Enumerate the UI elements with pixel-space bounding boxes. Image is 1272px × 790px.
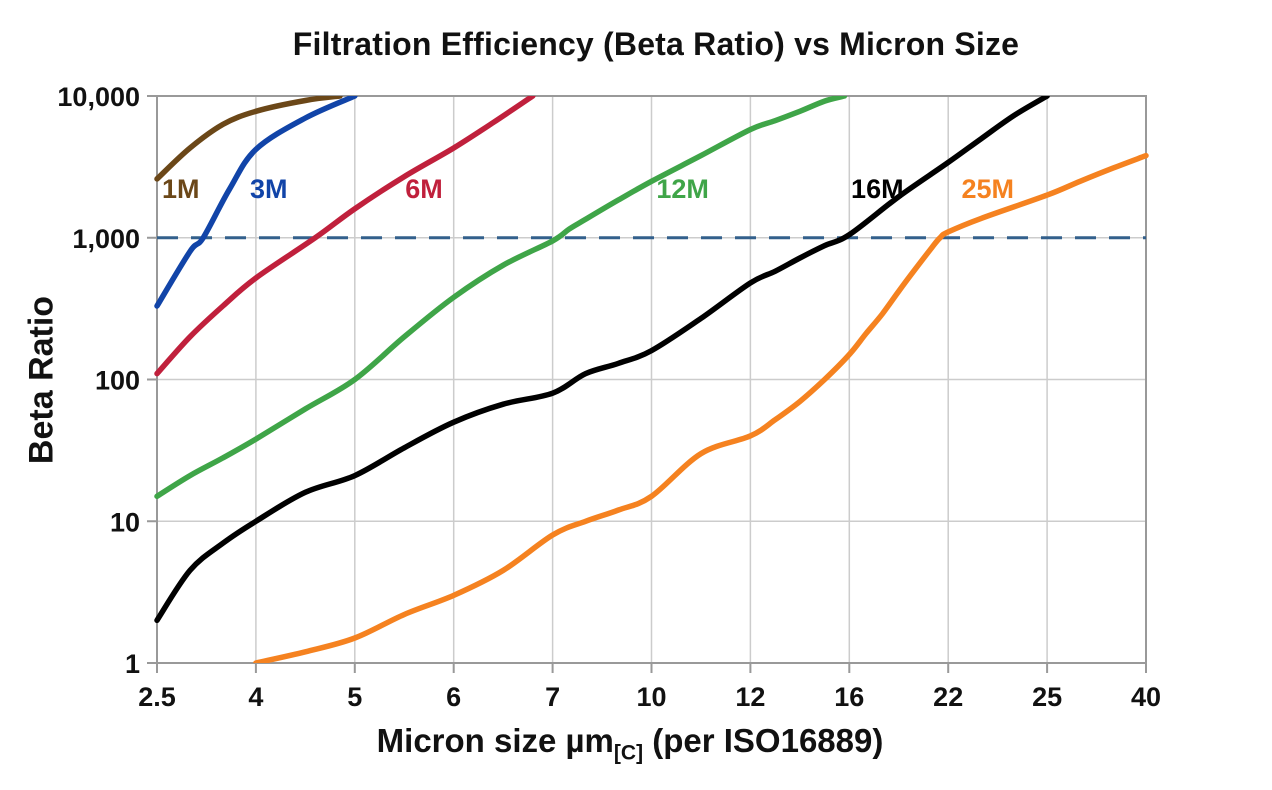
series-label-1M: 1M [162,174,200,204]
series-curve-25M [253,152,1149,663]
x-axis-title-suffix: (per ISO16889) [643,722,884,759]
x-tick-label: 2.5 [138,682,176,712]
series-curve-12M [154,96,848,500]
series-label-6M: 6M [405,174,443,204]
series-curve-3M [154,96,358,309]
y-tick-label: 10,000 [57,82,140,112]
axis-ticks [147,95,1147,673]
y-tick-label: 1 [125,649,140,679]
y-tick-label: 100 [95,366,140,396]
series-label-16M: 16M [851,174,904,204]
x-axis-title-main: Micron size µm [376,722,614,759]
series-label-3M: 3M [250,174,288,204]
x-tick-label: 12 [735,682,765,712]
x-tick-label: 6 [446,682,461,712]
x-tick-label: 25 [1032,682,1062,712]
x-axis-title: Micron size µm[C] (per ISO16889) [0,722,1260,766]
x-tick-label: 40 [1131,682,1161,712]
series-label-12M: 12M [656,174,709,204]
series-curves [154,96,1149,663]
y-tick-label: 1,000 [72,224,140,254]
x-axis-title-subscript: [C] [613,741,644,765]
y-tick-label: 10 [110,507,140,537]
series-curve-6M [154,96,536,377]
series-curve-1M [154,96,343,182]
series-curve-16M [154,96,1050,624]
x-tick-label: 7 [545,682,560,712]
x-tick-label: 5 [347,682,362,712]
series-label-25M: 25M [961,174,1014,204]
x-tick-label: 10 [636,682,666,712]
x-tick-label: 4 [248,682,263,712]
x-tick-label: 16 [834,682,864,712]
chart-title: Filtration Efficiency (Beta Ratio) vs Mi… [292,26,1020,62]
x-tick-label: 22 [933,682,963,712]
